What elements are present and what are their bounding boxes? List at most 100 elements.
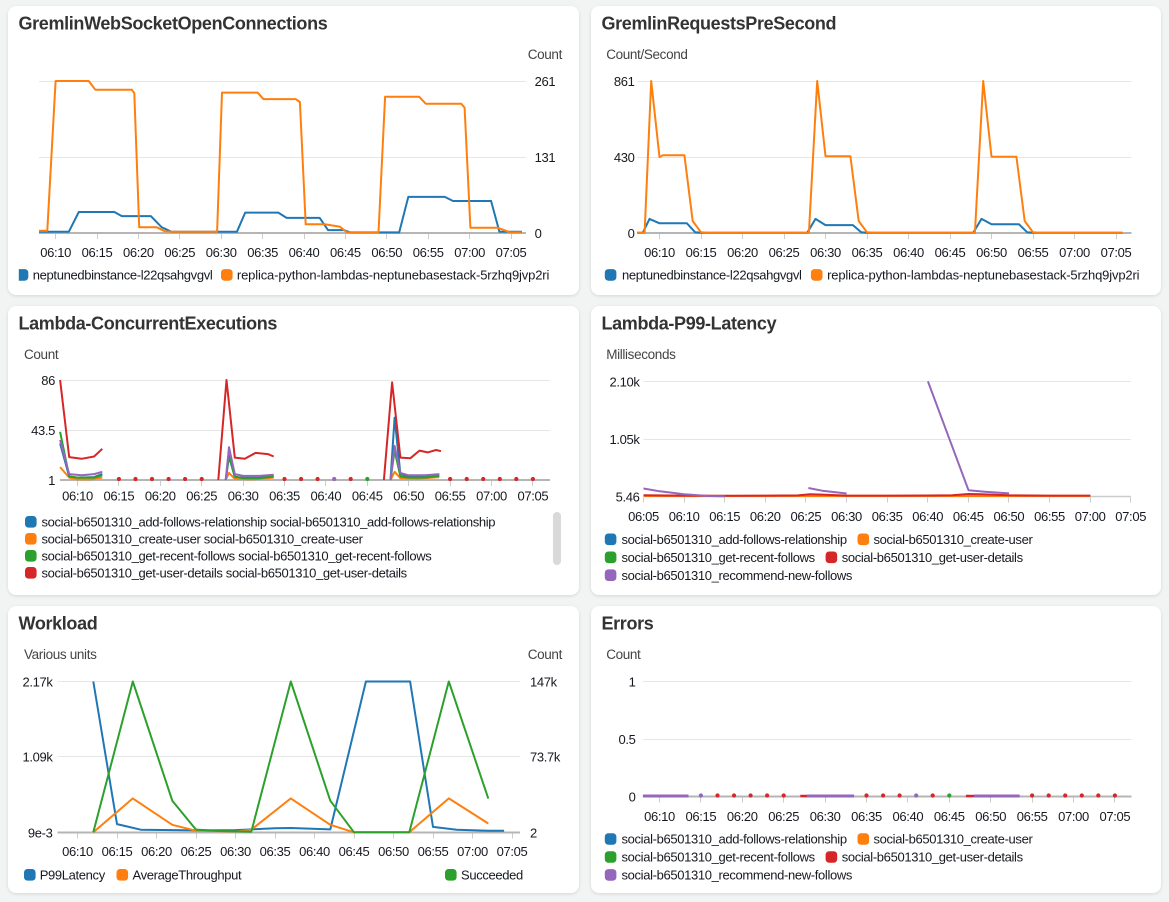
svg-text:0: 0 bbox=[629, 790, 636, 805]
svg-text:social-b6501310_create-user: social-b6501310_create-user bbox=[874, 532, 1034, 547]
svg-text:06:45: 06:45 bbox=[935, 245, 966, 260]
svg-text:social-b6501310_recommend-new-: social-b6501310_recommend-new-follows bbox=[622, 568, 853, 583]
svg-text:430: 430 bbox=[614, 150, 635, 165]
svg-text:07:00: 07:00 bbox=[476, 489, 507, 504]
svg-text:861: 861 bbox=[614, 74, 635, 89]
svg-text:GremlinRequestsPreSecond: GremlinRequestsPreSecond bbox=[602, 14, 837, 34]
svg-text:06:55: 06:55 bbox=[413, 245, 444, 260]
svg-text:social-b6501310_recommend-new-: social-b6501310_recommend-new-follows bbox=[622, 868, 853, 883]
svg-text:06:45: 06:45 bbox=[330, 245, 361, 260]
svg-text:Various units: Various units bbox=[24, 647, 97, 662]
svg-text:0: 0 bbox=[628, 226, 635, 241]
svg-text:replica-python-lambdas-neptune: replica-python-lambdas-neptunebasestack-… bbox=[827, 268, 1140, 283]
svg-text:06:40: 06:40 bbox=[893, 809, 924, 824]
svg-text:social-b6501310_add-follows-re: social-b6501310_add-follows-relationship… bbox=[42, 515, 496, 530]
svg-text:261: 261 bbox=[535, 74, 556, 89]
svg-text:1.05k: 1.05k bbox=[609, 432, 640, 447]
svg-text:06:40: 06:40 bbox=[299, 844, 330, 859]
svg-text:06:20: 06:20 bbox=[145, 489, 176, 504]
svg-text:06:20: 06:20 bbox=[141, 844, 172, 859]
svg-text:1.09k: 1.09k bbox=[22, 750, 53, 765]
svg-text:social-b6501310_add-follows-re: social-b6501310_add-follows-relationship bbox=[622, 832, 847, 847]
svg-text:06:40: 06:40 bbox=[912, 509, 943, 524]
svg-text:replica-python-lambdas-neptune: replica-python-lambdas-neptunebasestack-… bbox=[237, 268, 550, 283]
svg-text:06:50: 06:50 bbox=[378, 844, 409, 859]
svg-text:social-b6501310_create-user: social-b6501310_create-user bbox=[874, 832, 1034, 847]
svg-text:07:05: 07:05 bbox=[497, 844, 528, 859]
svg-text:06:20: 06:20 bbox=[123, 245, 154, 260]
svg-text:06:15: 06:15 bbox=[686, 245, 717, 260]
svg-text:social-b6501310_get-recent-fol: social-b6501310_get-recent-follows bbox=[622, 850, 816, 865]
svg-text:06:35: 06:35 bbox=[851, 809, 882, 824]
svg-text:06:45: 06:45 bbox=[934, 809, 965, 824]
svg-text:06:10: 06:10 bbox=[644, 245, 675, 260]
svg-text:neptunedbinstance-l22qsahgvgvl: neptunedbinstance-l22qsahgvgvl bbox=[33, 268, 213, 283]
svg-text:07:05: 07:05 bbox=[1101, 245, 1132, 260]
svg-text:06:10: 06:10 bbox=[644, 809, 675, 824]
svg-text:06:20: 06:20 bbox=[727, 245, 758, 260]
svg-text:06:35: 06:35 bbox=[852, 245, 883, 260]
svg-text:06:10: 06:10 bbox=[669, 509, 700, 524]
svg-text:07:00: 07:00 bbox=[457, 844, 488, 859]
svg-text:06:15: 06:15 bbox=[709, 509, 740, 524]
svg-text:AverageThroughput: AverageThroughput bbox=[133, 868, 242, 883]
svg-text:06:40: 06:40 bbox=[311, 489, 342, 504]
svg-text:06:20: 06:20 bbox=[727, 809, 758, 824]
svg-text:social-b6501310_get-recent-fol: social-b6501310_get-recent-follows socia… bbox=[42, 549, 433, 564]
svg-text:06:55: 06:55 bbox=[435, 489, 466, 504]
svg-text:06:20: 06:20 bbox=[750, 509, 781, 524]
svg-text:07:05: 07:05 bbox=[518, 489, 549, 504]
svg-text:06:25: 06:25 bbox=[769, 245, 800, 260]
svg-text:9e-3: 9e-3 bbox=[28, 826, 53, 841]
svg-text:73.7k: 73.7k bbox=[530, 750, 561, 765]
svg-text:Count: Count bbox=[606, 647, 641, 662]
svg-text:06:55: 06:55 bbox=[418, 844, 449, 859]
svg-text:06:10: 06:10 bbox=[62, 844, 93, 859]
svg-text:1: 1 bbox=[629, 675, 636, 690]
svg-text:07:00: 07:00 bbox=[1058, 809, 1089, 824]
svg-text:06:55: 06:55 bbox=[1034, 509, 1065, 524]
svg-text:06:35: 06:35 bbox=[872, 509, 903, 524]
svg-text:Milliseconds: Milliseconds bbox=[606, 347, 676, 362]
svg-text:06:05: 06:05 bbox=[628, 509, 659, 524]
svg-text:social-b6501310_get-recent-fol: social-b6501310_get-recent-follows bbox=[622, 550, 816, 565]
svg-text:06:30: 06:30 bbox=[810, 245, 841, 260]
svg-text:07:00: 07:00 bbox=[454, 245, 485, 260]
svg-text:social-b6501310_add-follows-re: social-b6501310_add-follows-relationship bbox=[622, 532, 847, 547]
svg-text:0.5: 0.5 bbox=[618, 732, 635, 747]
svg-text:06:30: 06:30 bbox=[831, 509, 862, 524]
svg-text:P99Latency: P99Latency bbox=[40, 868, 106, 883]
svg-text:07:00: 07:00 bbox=[1075, 509, 1106, 524]
svg-text:06:50: 06:50 bbox=[994, 509, 1025, 524]
svg-text:social-b6501310_get-user-detai: social-b6501310_get-user-details social-… bbox=[42, 566, 408, 581]
svg-text:07:05: 07:05 bbox=[1100, 809, 1131, 824]
svg-text:06:10: 06:10 bbox=[40, 245, 71, 260]
svg-text:06:55: 06:55 bbox=[1017, 809, 1048, 824]
svg-text:06:15: 06:15 bbox=[82, 245, 113, 260]
svg-text:Count: Count bbox=[528, 647, 563, 662]
svg-text:07:05: 07:05 bbox=[496, 245, 527, 260]
svg-text:Lambda-ConcurrentExecutions: Lambda-ConcurrentExecutions bbox=[19, 314, 278, 334]
svg-text:Workload: Workload bbox=[19, 614, 98, 634]
svg-text:06:50: 06:50 bbox=[393, 489, 424, 504]
svg-text:06:15: 06:15 bbox=[104, 489, 135, 504]
svg-text:Count: Count bbox=[528, 47, 563, 62]
svg-text:neptunedbinstance-l22qsahgvgvl: neptunedbinstance-l22qsahgvgvl bbox=[622, 268, 802, 283]
svg-text:147k: 147k bbox=[530, 675, 558, 690]
svg-text:social-b6501310_get-user-detai: social-b6501310_get-user-details bbox=[842, 850, 1024, 865]
svg-text:06:45: 06:45 bbox=[953, 509, 984, 524]
svg-text:07:05: 07:05 bbox=[1115, 509, 1146, 524]
svg-text:06:15: 06:15 bbox=[686, 809, 717, 824]
svg-text:06:25: 06:25 bbox=[164, 245, 195, 260]
svg-text:43.5: 43.5 bbox=[31, 423, 55, 438]
svg-text:GremlinWebSocketOpenConnection: GremlinWebSocketOpenConnections bbox=[19, 14, 328, 34]
svg-text:06:50: 06:50 bbox=[976, 245, 1007, 260]
svg-text:06:15: 06:15 bbox=[102, 844, 133, 859]
svg-text:06:40: 06:40 bbox=[289, 245, 320, 260]
svg-text:5.46: 5.46 bbox=[616, 490, 640, 505]
svg-text:0: 0 bbox=[535, 226, 542, 241]
svg-text:06:25: 06:25 bbox=[791, 509, 822, 524]
svg-text:06:25: 06:25 bbox=[181, 844, 212, 859]
svg-text:06:35: 06:35 bbox=[247, 245, 278, 260]
svg-text:86: 86 bbox=[41, 373, 55, 388]
